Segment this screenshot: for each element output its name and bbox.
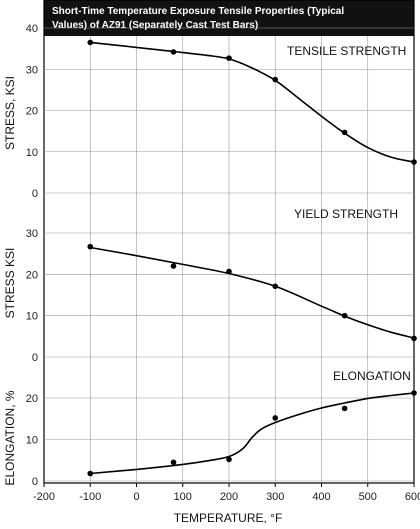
data-point (170, 49, 177, 55)
y-tick-label: 20 (26, 106, 38, 118)
y-tick-label: 20 (26, 269, 38, 281)
data-point (411, 390, 417, 396)
x-tick-label: 500 (359, 491, 377, 503)
chart-title-line-2: Values) of AZ91 (Separately Cast Test Ba… (52, 20, 258, 31)
panel-label-yield: YIELD STRENGTH (294, 207, 398, 221)
y-tick-label: 40 (26, 23, 38, 35)
data-point (341, 312, 348, 319)
series-line-2 (90, 392, 415, 475)
x-tick-label: 300 (266, 491, 284, 503)
y-tick-label: 0 (32, 188, 38, 200)
x-tick-label: 400 (312, 491, 330, 503)
y-tick-label: 10 (26, 311, 38, 323)
data-point (272, 283, 279, 290)
x-tick-label: 200 (220, 491, 238, 503)
data-point (341, 405, 348, 412)
y-tick-label: 0 (32, 352, 38, 364)
data-point (87, 243, 94, 250)
data-point (411, 159, 417, 165)
y-axis-title-yield: STRESS KSI (3, 248, 17, 319)
data-point (226, 55, 232, 61)
data-point (170, 459, 177, 466)
y-tick-label: 10 (26, 435, 38, 447)
chart-title-line-1: Short-Time Temperature Exposure Tensile … (52, 6, 344, 17)
y-axis-title-elongation: ELONGATION, % (3, 390, 17, 485)
x-tick-label: 0 (133, 491, 139, 503)
y-axis-title-tensile: STRESS, KSI (3, 76, 17, 150)
data-point (411, 335, 417, 342)
data-point (272, 415, 279, 421)
panel-label-tensile: TENSILE STRENGTH (287, 44, 406, 58)
y-tick-label: 20 (26, 393, 38, 405)
x-tick-label: -100 (79, 491, 101, 503)
x-axis-title: TEMPERATURE, °F (174, 511, 283, 525)
y-tick-label: 30 (26, 64, 38, 76)
title-banner (44, 0, 414, 36)
panel-label-elongation: ELONGATION (333, 369, 411, 383)
x-tick-label: -200 (33, 491, 55, 503)
y-tick-label: 30 (26, 228, 38, 240)
data-point (170, 263, 177, 269)
data-point (87, 470, 94, 477)
y-tick-label: 10 (26, 147, 38, 159)
x-tick-label: 100 (174, 491, 192, 503)
data-point (341, 129, 348, 136)
series-line-1 (90, 246, 415, 339)
data-point (272, 76, 279, 83)
y-tick-label: 0 (32, 476, 38, 488)
data-point (226, 268, 232, 275)
data-point (87, 39, 94, 46)
data-point (226, 456, 232, 463)
x-tick-label: 600 (405, 491, 420, 503)
